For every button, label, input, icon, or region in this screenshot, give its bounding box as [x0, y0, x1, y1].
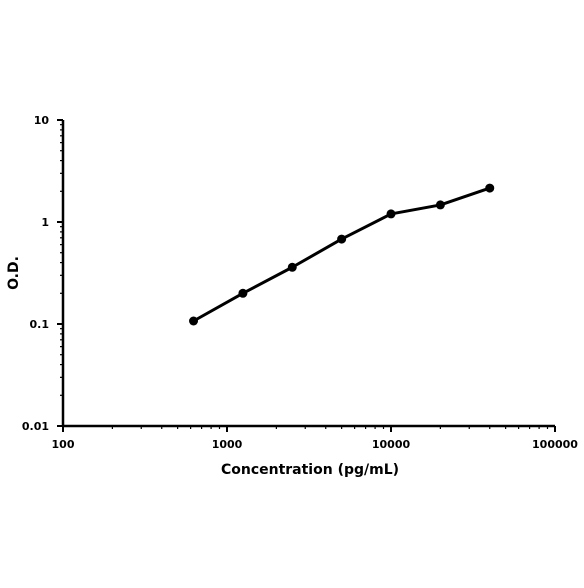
- data-point: [485, 183, 495, 193]
- data-point: [435, 200, 445, 210]
- data-point: [386, 209, 396, 219]
- data-point: [337, 234, 347, 244]
- data-point: [287, 262, 297, 272]
- data-line: [192, 186, 491, 323]
- y-tick-label: 0.01: [22, 420, 49, 433]
- x-tick-label: 100000: [532, 438, 578, 451]
- y-axis-title: O.D.: [6, 256, 22, 290]
- data-point: [189, 316, 199, 326]
- x-tick-label: 10000: [372, 438, 411, 451]
- y-tick-label: 10: [34, 114, 50, 127]
- x-axis-title: Concentration (pg/mL): [221, 462, 399, 478]
- x-tick-label: 100: [52, 438, 75, 451]
- x-tick-label: 1000: [212, 438, 243, 451]
- data-point: [238, 288, 248, 298]
- y-tick-label: 0.1: [30, 318, 50, 331]
- y-tick-label: 1: [41, 216, 49, 229]
